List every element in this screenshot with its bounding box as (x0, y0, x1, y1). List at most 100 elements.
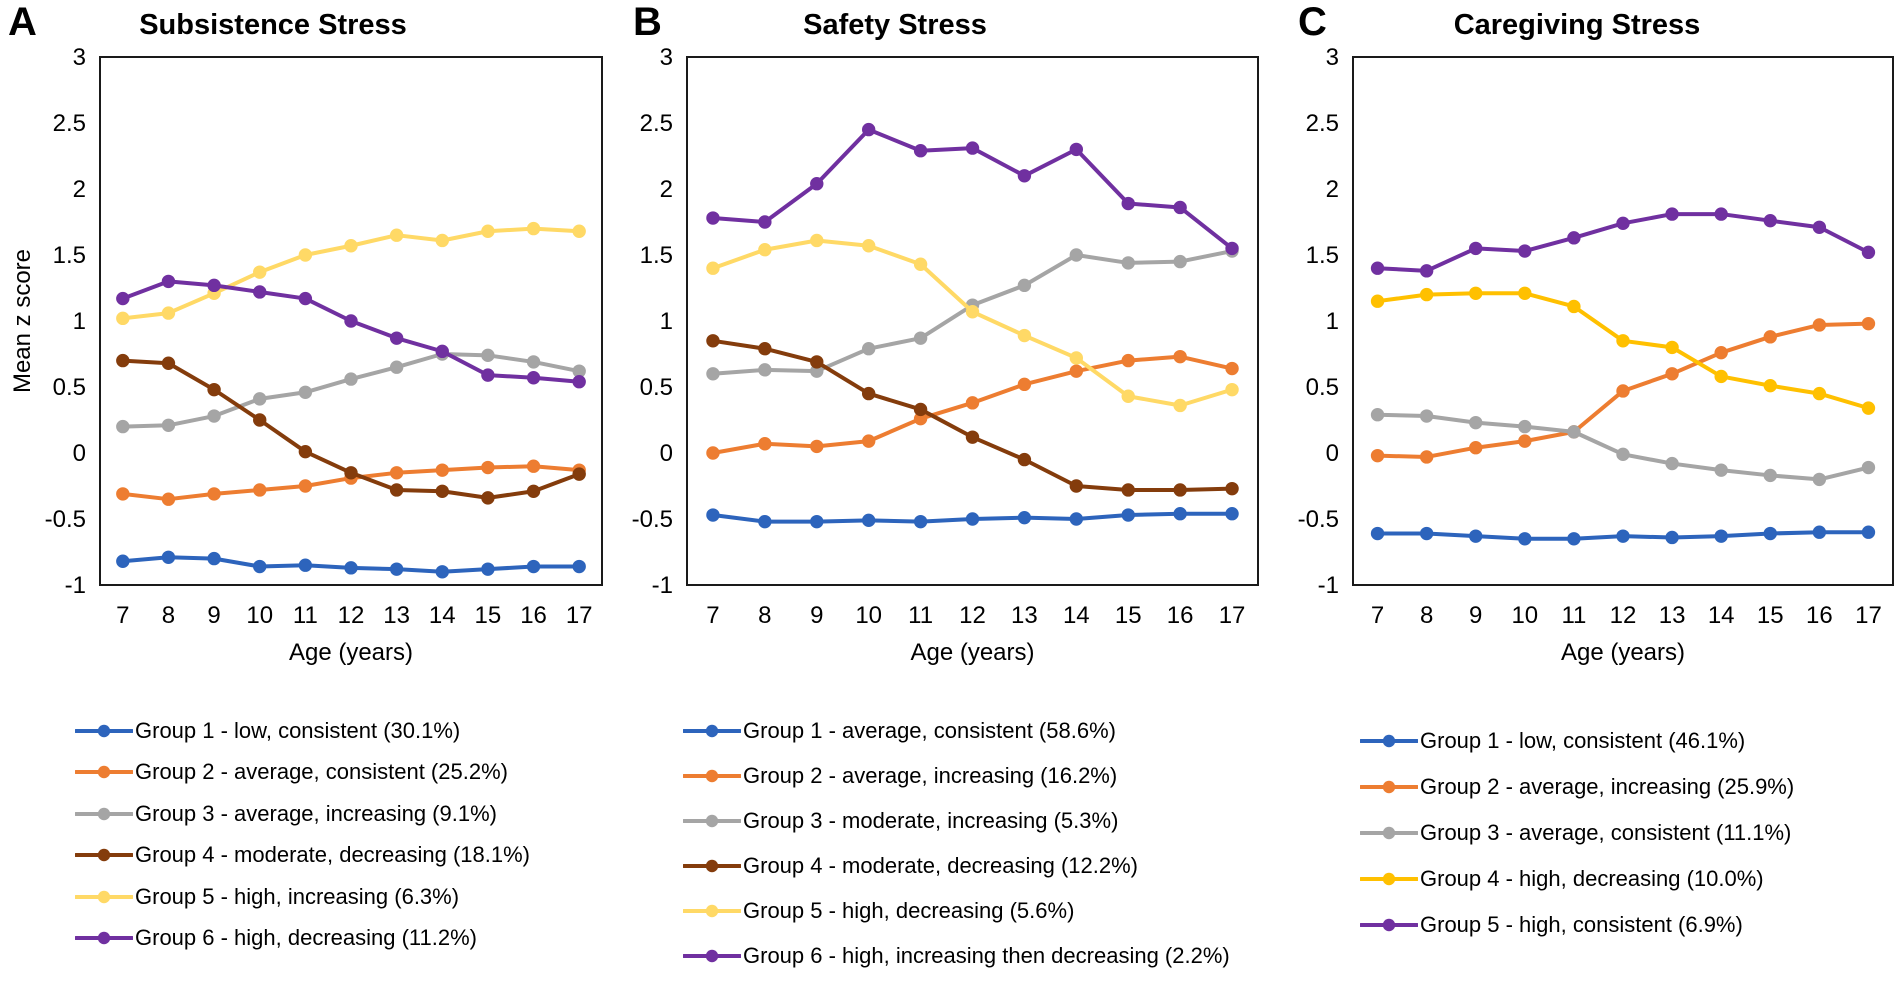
x-tick-label: 15 (1115, 602, 1142, 629)
legend-label: Group 2 - average, consistent (25.2%) (135, 759, 508, 785)
x-tick-label: 10 (1511, 602, 1538, 629)
legend-item-group4: Group 4 - moderate, decreasing (12.2%) (683, 843, 1230, 888)
legend-label: Group 3 - average, consistent (11.1%) (1420, 820, 1792, 845)
series-marker-group3 (1419, 409, 1434, 423)
y-tick-label: -0.5 (45, 506, 86, 533)
series-marker-group1 (1861, 525, 1876, 539)
series-marker-group1 (526, 559, 541, 574)
series-marker-group1 (207, 551, 221, 566)
series-marker-group5 (1173, 398, 1187, 413)
x-tick-label: 7 (116, 602, 129, 629)
y-tick-label: -0.5 (632, 506, 673, 533)
legend-marker-icon (705, 949, 719, 962)
series-marker-group1 (1714, 529, 1728, 543)
legend-swatch-group4 (683, 859, 741, 872)
series-marker-group4 (1419, 287, 1434, 302)
series-marker-group4 (1861, 401, 1876, 415)
series-marker-group2 (1225, 361, 1239, 376)
series-marker-group6 (1173, 200, 1187, 215)
series-marker-group2 (1173, 349, 1187, 364)
series-marker-group1 (1370, 526, 1385, 541)
series-marker-group4 (758, 342, 772, 356)
series-marker-group5 (1069, 351, 1084, 365)
series-marker-group5 (965, 305, 980, 319)
legend-marker-icon (705, 859, 719, 872)
series-marker-group5 (435, 233, 449, 248)
series-marker-group2 (253, 483, 267, 497)
legend-marker-icon (1382, 918, 1396, 932)
legend-label: Group 4 - high, decreasing (10.0%) (1420, 866, 1764, 891)
x-tick-label: 12 (959, 602, 986, 629)
legend-item-group5: Group 5 - high, consistent (6.9%) (1360, 902, 1794, 948)
series-marker-group4 (389, 483, 404, 497)
series-marker-group2 (1469, 441, 1483, 455)
y-tick-label: 2.5 (640, 110, 673, 137)
series-marker-group5 (526, 221, 541, 236)
series-marker-group3 (1567, 425, 1581, 439)
series-marker-group6 (1225, 241, 1239, 256)
x-tick-label: 17 (566, 602, 593, 629)
legend-label: Group 1 - average, consistent (58.6%) (743, 717, 1116, 743)
legend-swatch-group6 (75, 932, 133, 945)
y-tick-label: 2 (73, 176, 86, 203)
series-marker-group2 (810, 439, 824, 454)
series-marker-group5 (344, 239, 358, 253)
series-marker-group2 (1861, 316, 1876, 331)
legend-label: Group 3 - moderate, increasing (5.3%) (743, 807, 1119, 833)
plot-box (1352, 56, 1894, 586)
series-marker-group2 (161, 492, 176, 506)
x-tick-label: 16 (1167, 602, 1194, 629)
series-marker-group1 (706, 508, 720, 522)
legend-item-group3: Group 3 - moderate, increasing (5.3%) (683, 798, 1230, 843)
series-marker-group3 (706, 367, 720, 381)
series-marker-group1 (913, 514, 928, 529)
y-tick-label: 3 (660, 45, 673, 71)
legend-swatch-group5 (75, 890, 133, 903)
series-line-group3 (1375, 412, 1871, 482)
y-tick-label: 1 (73, 308, 86, 335)
x-tick-label: 12 (1610, 602, 1637, 629)
series-marker-group4 (298, 444, 313, 459)
series-marker-group4 (572, 467, 586, 481)
series-marker-group4 (913, 402, 928, 417)
series-marker-group5 (161, 306, 176, 320)
series-marker-group2 (298, 479, 313, 493)
series-marker-group3 (298, 385, 313, 399)
series-marker-group6 (435, 344, 449, 359)
series-marker-group5 (810, 233, 824, 248)
series-marker-group2 (1763, 330, 1777, 344)
legend-label: Group 5 - high, consistent (6.9%) (1420, 912, 1743, 937)
series-marker-group1 (1173, 507, 1187, 521)
series-marker-group4 (207, 382, 221, 397)
x-tick-label: 13 (383, 602, 410, 629)
y-tick-label: -1 (1318, 572, 1339, 599)
series-marker-group5 (1665, 207, 1679, 221)
legend-swatch-group2 (683, 769, 741, 782)
series-marker-group5 (706, 261, 720, 275)
series-marker-group1 (344, 561, 358, 575)
series-marker-group4 (1370, 294, 1385, 308)
series-marker-group4 (1567, 299, 1581, 314)
legend-marker-icon (1382, 826, 1396, 840)
series-marker-group4 (161, 356, 176, 370)
panel-title-safety: Safety Stress (803, 9, 987, 41)
series-marker-group3 (207, 409, 221, 423)
series-marker-group3 (389, 360, 404, 374)
x-tick-label: 15 (1757, 602, 1784, 629)
series-marker-group1 (481, 562, 495, 576)
y-tick-label: 0.5 (640, 374, 673, 401)
y-tick-label: 2 (660, 176, 673, 203)
x-tick-label: 11 (1561, 602, 1586, 629)
series-marker-group4 (810, 355, 824, 369)
x-tick-label: 16 (520, 602, 547, 629)
legend-label: Group 1 - low, consistent (30.1%) (135, 717, 461, 743)
y-tick-label: 0.5 (53, 374, 86, 401)
series-marker-group3 (1469, 415, 1483, 430)
series-marker-group5 (253, 265, 267, 279)
series-marker-group5 (1225, 382, 1239, 397)
legend-marker-icon (97, 724, 111, 737)
series-marker-group2 (1419, 450, 1434, 464)
series-marker-group1 (1469, 529, 1483, 543)
series-marker-group6 (389, 331, 404, 345)
